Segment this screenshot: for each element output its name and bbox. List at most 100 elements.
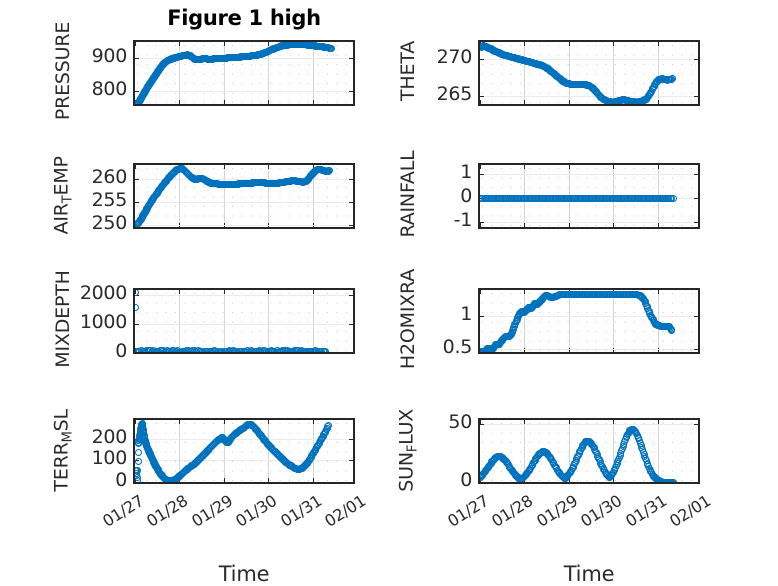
panel-pressure [133,40,355,106]
data-series [135,42,353,104]
y-tick-label: 1 [460,160,472,183]
figure-title: Figure 1 high [167,6,321,30]
y-tick-label: 260 [91,166,128,189]
grid-hline [480,222,698,224]
data-point [135,476,142,482]
x-tick-mark-top [568,42,570,46]
y-tick-mark-right [349,353,353,354]
x-tick-label: 01/30 [232,491,281,531]
panel-rainfall [478,163,700,229]
grid-vline [268,42,270,104]
x-axis-label: Time [563,562,615,586]
y-axis-label-terr_msl: TERRMSL [51,375,76,525]
x-tick-label: 01/28 [488,491,537,531]
data-point [327,44,335,52]
data-point [669,194,677,202]
grid-vline [223,42,225,104]
y-tick-mark-right [694,482,698,483]
data-point [668,326,676,334]
grid-hline [480,173,698,175]
y-tick-mark-right [349,90,353,92]
y-tick-label: -1 [453,209,473,232]
grid-vline [568,42,570,104]
data-series [135,165,353,227]
y-tick-label: 1000 [79,310,127,333]
y-tick-mark [480,95,484,97]
y-tick-label: 0.5 [442,336,473,359]
x-tick-mark [223,100,225,104]
x-tick-label: 01/29 [532,491,581,531]
y-tick-mark-right [349,179,353,181]
y-label-suffix: EMP [50,156,73,196]
data-point [135,467,142,475]
y-tick-label: 800 [91,77,128,100]
x-tick-mark-top [223,165,225,169]
y-tick-mark [480,58,484,60]
x-tick-mark-top [480,165,481,169]
grid-hline [480,95,698,97]
x-tick-mark [480,223,481,227]
y-tick-label: 1 [460,303,472,326]
y-tick-mark [135,90,139,92]
x-tick-label: 01/30 [577,491,626,531]
panel-air_temp [133,163,355,229]
y-label-main: AIR [50,203,73,235]
data-point [325,421,333,429]
x-tick-mark [524,223,526,227]
grid-hline [135,353,353,354]
x-tick-mark-top [524,165,526,169]
data-series [135,290,353,352]
x-tick-mark-top [524,42,526,46]
x-tick-mark [657,100,659,104]
y-tick-label: 100 [91,447,128,470]
y-tick-mark-right [349,57,353,59]
y-label-main: TERR [50,442,73,492]
grid-hline [480,58,698,60]
grid-hline [135,202,353,204]
y-tick-mark-right [694,173,698,175]
axes-theta [478,40,700,106]
grid-vline [179,165,181,227]
data-point [325,167,333,175]
x-tick-label: 01/31 [621,491,670,531]
x-tick-mark-top [135,42,136,46]
panel-sun_flux [478,418,700,484]
y-tick-mark [480,222,484,224]
x-tick-mark [179,100,181,104]
x-tick-mark [613,223,615,227]
y-tick-mark-right [349,224,353,226]
x-tick-label: 02/01 [321,491,370,531]
y-tick-mark-right [694,222,698,224]
x-tick-mark [568,223,570,227]
y-tick-mark [135,179,139,181]
grid-hline [135,224,353,226]
grid-vline [613,42,615,104]
y-tick-mark [135,353,139,354]
x-tick-mark [480,100,481,104]
y-tick-label: 265 [436,82,473,105]
data-point [135,458,142,466]
x-tick-mark [568,100,570,104]
x-tick-mark-top [135,165,136,169]
x-tick-label: 02/01 [666,491,715,531]
data-point [669,75,677,83]
data-series [480,165,698,227]
x-tick-mark-top [657,165,659,169]
x-tick-label: 01/28 [143,491,192,531]
x-tick-mark [268,100,270,104]
y-tick-mark [480,482,484,483]
y-tick-mark [135,202,139,204]
x-tick-mark-top [179,42,181,46]
y-tick-label: 0 [460,469,472,492]
grid-vline [524,42,526,104]
data-series [135,420,353,482]
axes-pressure [133,40,355,106]
y-tick-label: 250 [91,211,128,234]
y-label-subscript: F [405,444,421,453]
y-axis-label-mixdepth: MIXDEPTH [52,270,74,368]
y-tick-mark [135,57,139,59]
data-point [135,290,140,297]
y-label-subscript: T [60,195,76,204]
y-tick-mark [480,173,484,175]
x-tick-label: 01/31 [276,491,325,531]
